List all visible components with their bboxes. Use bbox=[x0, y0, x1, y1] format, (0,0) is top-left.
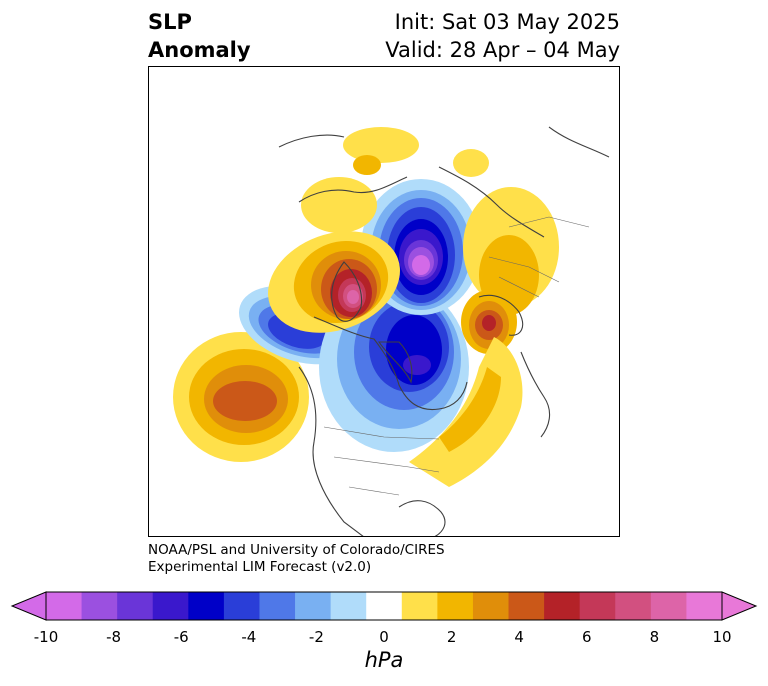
colorbar-cell bbox=[366, 592, 403, 620]
colorbar-cell bbox=[401, 592, 438, 620]
colorbar-tick-label: 6 bbox=[582, 628, 592, 646]
colorbar-cell bbox=[615, 592, 652, 620]
colorbar-cell bbox=[295, 592, 332, 620]
colorbar-tick-label: -2 bbox=[308, 628, 324, 646]
colorbar-cell bbox=[650, 592, 687, 620]
colorbar-tick-label: 0 bbox=[379, 628, 389, 646]
colorbar-over-arrow bbox=[721, 591, 758, 621]
colorbar-tick-label: 8 bbox=[649, 628, 660, 646]
valid-range: Valid: 28 Apr – 04 May bbox=[385, 38, 620, 62]
anomaly-pole-core bbox=[353, 155, 381, 175]
colorbar-tick-label: -8 bbox=[106, 628, 122, 646]
colorbar-cell bbox=[437, 592, 474, 620]
colorbar-cell bbox=[117, 592, 154, 620]
colorbar-cell bbox=[508, 592, 545, 620]
colorbar-cell bbox=[223, 592, 260, 620]
map-canvas bbox=[173, 126, 610, 536]
colorbar-cell bbox=[152, 592, 189, 620]
colorbar-cell bbox=[188, 592, 225, 620]
colorbar-tick-label: -6 bbox=[173, 628, 189, 646]
map-panel bbox=[148, 66, 620, 537]
credit-line-2: Experimental LIM Forecast (v2.0) bbox=[148, 559, 372, 575]
colorbar-cell bbox=[686, 592, 723, 620]
title-line-1: SLP bbox=[148, 10, 192, 34]
forecast-dates: Init: Sat 03 May 2025 Valid: 28 Apr – 04… bbox=[385, 8, 620, 64]
colorbar-cell bbox=[330, 592, 367, 620]
anomaly-eurasian-high bbox=[461, 187, 559, 354]
anomaly-pole-high bbox=[343, 127, 419, 163]
colorbar-tick-label: -10 bbox=[33, 628, 59, 646]
anomaly-north-atlantic-high bbox=[409, 337, 523, 487]
colorbar-cell bbox=[579, 592, 616, 620]
anomaly-field bbox=[173, 127, 559, 487]
colorbar-tick-label: -4 bbox=[241, 628, 257, 646]
colorbar-tick-label: 2 bbox=[446, 628, 457, 646]
colorbar-cell bbox=[259, 592, 296, 620]
colorbar-cell bbox=[472, 592, 510, 620]
borders bbox=[323, 216, 590, 496]
anomaly-greenland-high bbox=[268, 231, 400, 333]
colorbar-unit: hPa bbox=[364, 648, 404, 672]
coastlines bbox=[278, 126, 610, 536]
map-title: SLP Anomaly bbox=[148, 8, 251, 64]
colorbar-under-arrow bbox=[10, 591, 47, 621]
anomaly-scandinavia-fringe bbox=[453, 149, 489, 177]
colorbar-cell bbox=[46, 592, 83, 620]
credit-line-1: NOAA/PSL and University of Colorado/CIRE… bbox=[148, 542, 445, 558]
colorbar-tick-label: 4 bbox=[514, 628, 524, 646]
title-line-2: Anomaly bbox=[148, 38, 251, 62]
colorbar-frame bbox=[45, 591, 723, 621]
init-date: Init: Sat 03 May 2025 bbox=[394, 10, 620, 34]
colorbar-cell bbox=[81, 592, 118, 620]
colorbar bbox=[10, 591, 758, 621]
data-credit: NOAA/PSL and University of Colorado/CIRE… bbox=[148, 542, 445, 576]
colorbar-tick-label: 10 bbox=[712, 628, 732, 646]
anomaly-siberian-fringe bbox=[301, 177, 377, 233]
anomaly-north-pacific-high bbox=[173, 332, 309, 462]
colorbar-cell bbox=[544, 592, 581, 620]
